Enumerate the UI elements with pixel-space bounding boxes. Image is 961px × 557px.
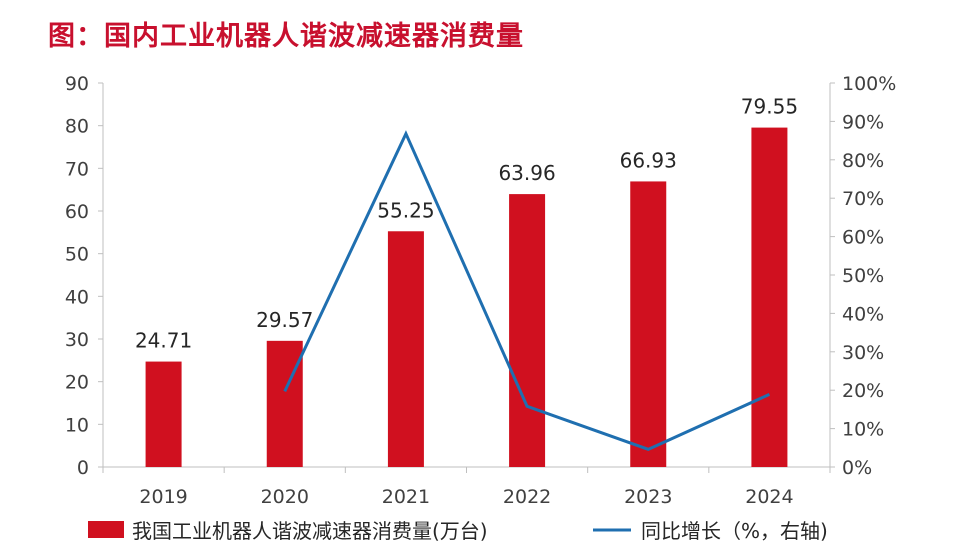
left-tick-label: 20 [65, 372, 89, 394]
right-tick-label: 70% [842, 188, 884, 210]
right-tick-label: 80% [842, 150, 884, 172]
legend-bar-label: 我国工业机器人谐波减速器消费量(万台) [132, 519, 488, 543]
axes: 0 10 20 30 40 50 60 70 80 90 0% 10% 20% 30% 40% 50% 60% 7… [65, 73, 897, 508]
data-label: 66.93 [620, 148, 677, 172]
x-tick-label: 2024 [745, 486, 793, 508]
left-tick-label: 50 [65, 244, 89, 266]
right-tick-label: 40% [842, 303, 884, 325]
data-label: 55.25 [377, 198, 434, 222]
left-tick-label: 70 [65, 158, 89, 180]
bar [509, 194, 546, 467]
left-tick-label: 80 [65, 116, 89, 138]
right-tick-label: 20% [842, 380, 884, 402]
left-tick-label: 30 [65, 329, 89, 351]
right-tick-label: 90% [842, 111, 884, 133]
x-tick-label: 2022 [503, 486, 551, 508]
growth-line [283, 130, 771, 451]
data-label: 63.96 [498, 161, 555, 185]
right-tick-label: 100% [842, 73, 896, 95]
data-label: 29.57 [256, 308, 313, 332]
right-tick-label: 0% [842, 457, 872, 479]
legend-line-label: 同比增长（%，右轴) [641, 519, 828, 543]
right-tick-label: 60% [842, 227, 884, 249]
x-tick-label: 2019 [139, 486, 187, 508]
chart-title: 图：国内工业机器人谐波减速器消费量 [48, 21, 524, 52]
left-tick-label: 10 [65, 414, 89, 436]
left-tick-label: 60 [65, 201, 89, 223]
data-label: 24.71 [135, 329, 192, 353]
x-tick-label: 2023 [624, 486, 672, 508]
x-tick-label: 2020 [261, 486, 309, 508]
x-tick-label: 2021 [382, 486, 430, 508]
legend-bar-swatch [88, 521, 124, 538]
left-tick-label: 90 [65, 73, 89, 95]
bar [266, 340, 303, 467]
legend: 我国工业机器人谐波减速器消费量(万台) 同比增长（%，右轴) [88, 519, 828, 543]
bar-series [145, 127, 788, 467]
data-labels: 24.71 29.57 55.25 63.96 66.93 79.55 [135, 95, 798, 353]
left-tick-label: 40 [65, 286, 89, 308]
left-tick-label: 0 [77, 457, 89, 479]
bar [145, 361, 182, 467]
bar [387, 231, 424, 467]
right-tick-label: 10% [842, 419, 884, 441]
bar [630, 181, 667, 467]
right-tick-label: 30% [842, 342, 884, 364]
line-series [283, 130, 771, 451]
bar [751, 127, 788, 467]
data-label: 79.55 [741, 95, 798, 119]
right-tick-label: 50% [842, 265, 884, 287]
